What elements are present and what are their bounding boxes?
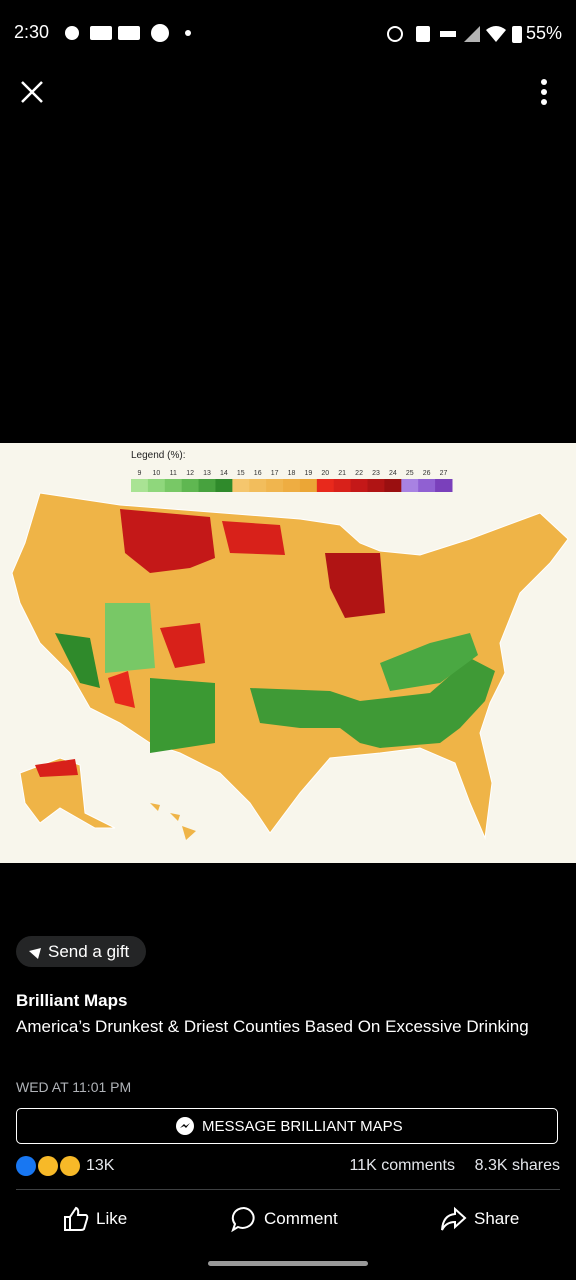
status-time: 2:30 (14, 22, 50, 42)
comment-count[interactable]: 11K comments (349, 1157, 455, 1174)
status-system-icons (387, 26, 506, 42)
legend-tick-label: 27 (440, 470, 448, 477)
gift-icon (29, 948, 41, 959)
photo[interactable]: Legend (%): 9 10 11 12 13 14 15 16 17 18 19 20 21 22 2… (0, 443, 576, 863)
message-button[interactable]: MESSAGE BRILLIANT MAPS (16, 1108, 558, 1144)
legend-swatch (418, 479, 436, 492)
legend-swatch (316, 479, 335, 492)
like-icon (64, 1206, 89, 1231)
gift-label: Send a gift (48, 942, 130, 961)
legend-tick-label: 26 (423, 470, 431, 477)
share-count[interactable]: 8.3K shares (474, 1157, 560, 1174)
map-red-region (325, 553, 385, 618)
legend-swatch (367, 479, 385, 492)
share-icon (441, 1206, 467, 1231)
battery-icon (512, 26, 522, 43)
map-red-region (120, 509, 215, 573)
alaska-red (35, 759, 78, 777)
map-image: Legend (%): 9 10 11 12 13 14 15 16 17 18 19 20 21 22 2… (11, 450, 569, 840)
legend-tick-label: 16 (254, 470, 262, 477)
map-green-region (105, 603, 155, 673)
legend-swatch (164, 479, 183, 492)
legend-swatch (181, 479, 200, 492)
legend-swatch (283, 479, 301, 492)
map-green-region (55, 633, 100, 688)
legend-swatch (333, 479, 352, 492)
legend-tick-label: 20 (321, 470, 329, 477)
close-button[interactable] (18, 78, 46, 106)
legend-tick-label: 22 (355, 470, 363, 477)
divider (16, 1189, 560, 1190)
legend-tick-label: 18 (288, 470, 296, 477)
map-red-region (160, 623, 205, 668)
reaction-count[interactable]: 13K (86, 1157, 115, 1174)
hawaii (150, 803, 196, 840)
legend-swatch (147, 479, 166, 492)
legend-swatch (350, 479, 369, 492)
comment-button[interactable]: Comment (264, 1209, 338, 1228)
legend-tick-label: 12 (186, 470, 194, 477)
legend-swatch (249, 479, 267, 492)
legend-tick-label: 10 (152, 470, 160, 477)
map-green-region (150, 678, 215, 753)
legend-tick-label: 24 (389, 470, 397, 477)
post-caption: America’s Drunkest & Driest Counties Bas… (16, 1017, 529, 1036)
map-red-region (108, 671, 135, 708)
share-button[interactable]: Share (474, 1209, 520, 1228)
messenger-icon (176, 1117, 194, 1135)
post-timestamp: WED AT 11:01 PM (16, 1079, 132, 1095)
us-outline (11, 492, 569, 840)
status-notification-icons (65, 24, 191, 42)
legend-swatch (131, 479, 149, 492)
more-button[interactable] (536, 78, 552, 106)
legend-swatch (299, 479, 318, 492)
legend-tick-label: 13 (203, 470, 211, 477)
map-green-region (380, 633, 478, 691)
legend-tick-label: 25 (406, 470, 414, 477)
legend-swatch (215, 479, 233, 492)
legend-tick-label: 9 (137, 470, 141, 477)
legend-swatch (232, 479, 250, 492)
legend-title: Legend (%): (131, 450, 185, 461)
legend-swatch (384, 479, 402, 492)
post-author[interactable]: Brilliant Maps (16, 991, 128, 1010)
legend-tick-label: 23 (372, 470, 380, 477)
legend-swatch (401, 479, 419, 492)
legend-tick-label: 15 (237, 470, 245, 477)
map-green-region (250, 658, 495, 748)
legend-tick-label: 21 (338, 470, 346, 477)
legend-swatch (435, 479, 453, 492)
legend-tick-label: 19 (304, 470, 312, 477)
map-red-region (222, 521, 285, 555)
legend-tick-label: 17 (271, 470, 279, 477)
legend-swatch (198, 479, 216, 492)
like-button[interactable]: Like (96, 1209, 128, 1228)
home-indicator[interactable] (208, 1261, 368, 1266)
legend-tick-label: 11 (170, 470, 177, 477)
message-label: MESSAGE BRILLIANT MAPS (202, 1118, 403, 1135)
reaction-icons (16, 1156, 80, 1176)
comment-icon (231, 1206, 255, 1233)
legend-swatch (266, 479, 284, 492)
legend: 9 10 11 12 13 14 15 16 17 18 19 20 21 22 23 24 25 26 27 (131, 470, 453, 492)
status-battery: 55% (526, 23, 563, 43)
legend-tick-label: 14 (220, 470, 228, 477)
gift-button[interactable]: Send a gift (16, 936, 146, 967)
